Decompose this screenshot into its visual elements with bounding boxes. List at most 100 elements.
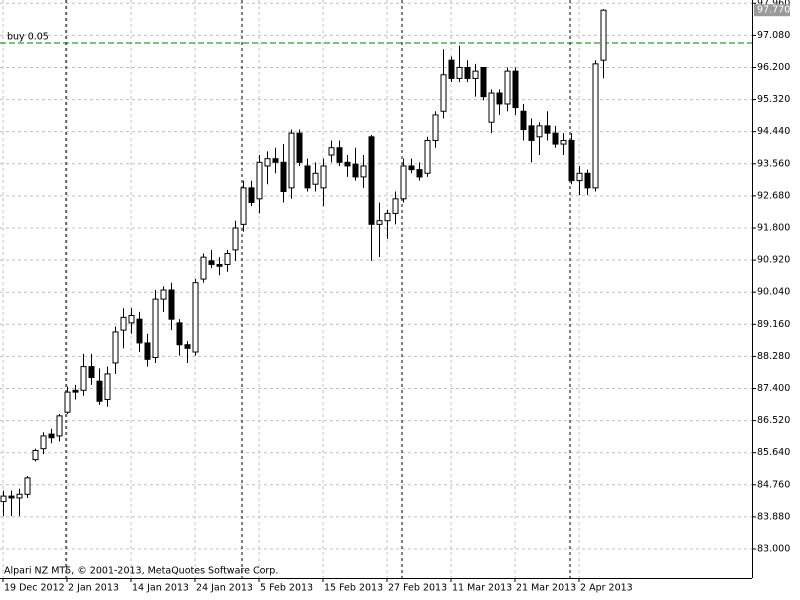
y-tick-label: 95.320	[757, 94, 790, 105]
candle-body	[152, 298, 159, 358]
candle-body	[392, 198, 399, 214]
x-tick-label: 5 Feb 2013	[260, 583, 313, 594]
x-tick-label: 11 Mar 2013	[452, 583, 512, 594]
y-tick-label: 88.280	[757, 351, 790, 362]
candle-body	[344, 161, 351, 167]
candle-body	[544, 125, 551, 134]
candle-body	[352, 163, 359, 178]
candle-body	[248, 187, 255, 203]
x-tick-label: 21 Mar 2013	[516, 583, 576, 594]
candle-body	[88, 366, 95, 379]
candle-body	[320, 165, 327, 189]
candle-body	[296, 132, 303, 163]
y-tick-label: 97.080	[757, 30, 790, 41]
candle-body	[272, 158, 279, 163]
candle-body	[80, 366, 87, 391]
x-tick-label: 15 Feb 2013	[324, 583, 383, 594]
y-tick-label: 86.520	[757, 415, 790, 426]
candle-body	[536, 125, 543, 138]
candle-body	[576, 172, 583, 182]
candle-body	[448, 59, 455, 79]
x-tick-label: 2 Jan 2013	[68, 583, 119, 594]
candle-body	[160, 289, 167, 300]
candle-body	[32, 450, 39, 461]
candle-body	[184, 344, 191, 349]
candle-body	[400, 165, 407, 200]
candle-body	[592, 63, 599, 189]
candle-body	[456, 66, 463, 79]
order-label: buy 0.05	[7, 32, 49, 43]
y-tick-label: 83.000	[757, 543, 790, 554]
candle-body	[432, 114, 439, 141]
candle-body	[56, 415, 63, 437]
candle-body	[496, 92, 503, 105]
candle-body	[568, 139, 575, 182]
y-tick-label: 87.400	[757, 383, 790, 394]
candle-body	[376, 220, 383, 225]
x-tick-label: 14 Jan 2013	[132, 583, 189, 594]
candle-body	[264, 158, 271, 167]
candle-body	[384, 212, 391, 222]
candle-body	[560, 139, 567, 145]
candle-body	[464, 66, 471, 79]
y-tick-label: 90.920	[757, 255, 790, 266]
y-tick-label: 91.800	[757, 222, 790, 233]
candle-body	[224, 253, 231, 265]
y-tick-label: 89.160	[757, 319, 790, 330]
candle-body	[144, 342, 151, 360]
x-tick-label: 2 Apr 2013	[580, 583, 633, 594]
candle-body	[64, 391, 71, 413]
x-tick-label: 19 Dec 2012	[4, 583, 65, 594]
candle-body	[176, 322, 183, 346]
candle-body	[200, 256, 207, 280]
candle-body	[104, 373, 111, 400]
candle-body	[216, 263, 223, 267]
y-tick-label: 85.640	[757, 447, 790, 458]
x-tick-label: 24 Jan 2013	[196, 583, 253, 594]
x-tick-label: 27 Feb 2013	[388, 583, 447, 594]
y-tick-label: 84.760	[757, 479, 790, 490]
candle-body	[328, 147, 335, 156]
candle-body	[288, 132, 295, 189]
y-tick-label: 93.560	[757, 158, 790, 169]
watermark: Alpari NZ MT5, © 2001-2013, MetaQuotes S…	[4, 566, 278, 577]
y-tick-label: 90.040	[757, 287, 790, 298]
candle-body	[408, 165, 415, 171]
current-price-label: 97.770	[757, 5, 790, 16]
candle-body	[424, 139, 431, 174]
candle-body	[48, 433, 55, 439]
candle-body	[136, 318, 143, 344]
candle-body	[16, 493, 23, 499]
candle-body	[416, 169, 423, 178]
candle-body	[336, 147, 343, 163]
current-price-box	[754, 4, 790, 17]
candle-body	[360, 165, 367, 178]
candle-body	[8, 495, 15, 499]
candle-body	[128, 315, 135, 324]
candle-body	[72, 389, 79, 393]
candle-body	[112, 331, 119, 364]
candle-body	[584, 172, 591, 189]
candle-body	[480, 66, 487, 98]
candle-body	[232, 227, 239, 251]
candle-body	[256, 161, 263, 200]
y-tick-label: 92.680	[757, 190, 790, 201]
candle-body	[528, 125, 535, 141]
y-tick-label: 94.440	[757, 126, 790, 137]
candle-body	[192, 282, 199, 353]
candle-body	[600, 9, 607, 61]
candle-body	[168, 289, 175, 320]
candle-body	[240, 187, 247, 225]
candle-body	[120, 316, 127, 331]
candle-body	[208, 260, 215, 265]
y-tick-label: 96.200	[757, 62, 790, 73]
candle-body	[312, 172, 319, 185]
y-tick-label: 83.880	[757, 511, 790, 522]
candle-body	[504, 70, 511, 105]
candle-body	[40, 435, 47, 450]
candle-body	[472, 70, 479, 79]
candle-body	[304, 165, 311, 189]
candle-body	[368, 136, 375, 225]
